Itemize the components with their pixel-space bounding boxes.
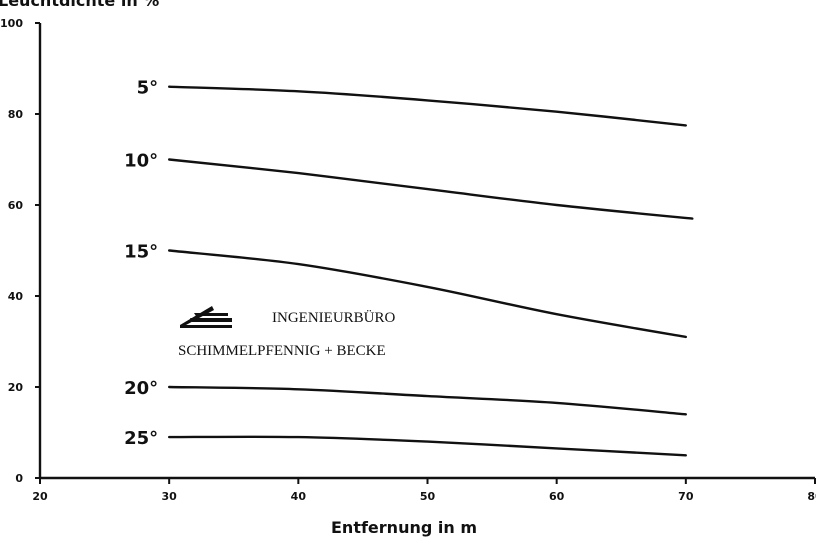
tick-labels: 0 20 40 60 80 100 20 30 40 50 60 70 80 [0, 17, 816, 503]
series-label-3: 15° [124, 242, 158, 263]
y-tick-label: 40 [8, 290, 24, 303]
y-tick-label: 0 [15, 472, 23, 485]
series-line-4 [168, 385, 687, 416]
series-label-4: 20° [124, 378, 158, 399]
y-tick-label: 20 [8, 381, 24, 394]
x-tick-label: 80 [807, 490, 816, 503]
series-line-1 [168, 85, 687, 127]
series-line-2 [168, 158, 694, 220]
ticks [35, 22, 816, 484]
x-tick-label: 20 [32, 490, 48, 503]
x-tick-label: 60 [549, 490, 565, 503]
x-axis-title: Entfernung in m [331, 518, 477, 537]
x-tick-label: 30 [162, 490, 178, 503]
logo-subtitle: SCHIMMELPFENNIG + BECKE [178, 343, 386, 359]
series-label-5: 25° [124, 428, 158, 449]
x-tick-label: 70 [678, 490, 694, 503]
engineering-office-logo: INGENIEURBÜRO SCHIMMELPFENNIG + BECKE [178, 306, 395, 359]
x-tick-label: 40 [291, 490, 307, 503]
series-line-3 [168, 249, 687, 339]
y-tick-label: 100 [0, 17, 23, 30]
series-line-5 [168, 435, 687, 457]
y-tick-label: 60 [8, 199, 24, 212]
series-labels: 5° 10° 15° 20° 25° [124, 78, 158, 449]
x-tick-label: 50 [420, 490, 436, 503]
series-label-2: 10° [124, 151, 158, 172]
series-group [168, 85, 694, 457]
series-label-1: 5° [137, 78, 159, 99]
logo-mark-icon [180, 306, 232, 328]
y-tick-label: 80 [8, 108, 24, 121]
y-axis-title: Leuchtdichte in % [0, 0, 159, 10]
logo-name: INGENIEURBÜRO [272, 309, 395, 326]
